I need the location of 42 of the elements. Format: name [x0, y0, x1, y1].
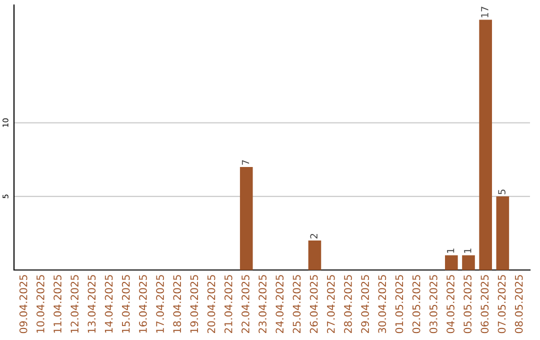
x-tick-label: 19.04.2025: [190, 275, 198, 333]
x-tick-label: 18.04.2025: [173, 275, 182, 333]
x-tick-label: 13.04.2025: [88, 275, 96, 333]
x-tick-label: 12.04.2025: [70, 275, 79, 333]
bar: [308, 240, 322, 270]
x-tick-label: 08.05.2025: [514, 275, 523, 334]
x-tick-label: 01.05.2025: [395, 275, 404, 334]
bar: [444, 255, 458, 270]
data-label: 5: [498, 190, 506, 194]
x-tick-label: 16.04.2025: [139, 275, 147, 333]
x-tick-label: 09.04.2025: [19, 275, 28, 334]
x-tick-label: 02.05.2025: [412, 275, 420, 334]
x-tick-label: 20.04.2025: [207, 275, 216, 334]
x-tick-label: 26.04.2025: [310, 275, 318, 334]
x-tick-label: 27.04.2025: [326, 275, 335, 334]
x-tick-label: 24.04.2025: [276, 275, 284, 334]
x-tick-label: 05.05.2025: [464, 275, 472, 334]
bar: [479, 20, 492, 270]
x-tick-label: 03.05.2025: [429, 275, 438, 334]
x-tick-label: 30.04.2025: [378, 275, 386, 334]
bar: [462, 255, 475, 270]
x-tick-label: 14.04.2025: [104, 275, 113, 333]
x-tick-label: 29.04.2025: [361, 275, 369, 334]
x-tick-label: 25.04.2025: [292, 275, 301, 334]
x-tick-label: 23.04.2025: [258, 275, 266, 334]
data-label: 17: [481, 6, 488, 18]
x-tick-label: 06.05.2025: [480, 275, 489, 334]
bar: [496, 196, 510, 270]
x-tick-label: 07.05.2025: [498, 275, 506, 334]
x-tick-label: 17.04.2025: [156, 275, 164, 333]
data-label: 1: [464, 248, 472, 253]
bar: [240, 166, 253, 270]
x-tick-label: 22.04.2025: [242, 275, 250, 334]
x-tick-label: 15.04.2025: [122, 275, 130, 333]
x-tick-label: 11.04.2025: [54, 275, 62, 333]
x-tick-label: 04.05.2025: [446, 275, 454, 334]
x-tick-label: 10.04.2025: [36, 275, 44, 333]
data-label: 1: [447, 248, 454, 253]
x-tick-label: 21.04.2025: [224, 275, 232, 334]
data-label: 7: [242, 160, 250, 165]
data-label: 2: [310, 234, 318, 238]
x-tick-label: 28.04.2025: [344, 275, 352, 334]
